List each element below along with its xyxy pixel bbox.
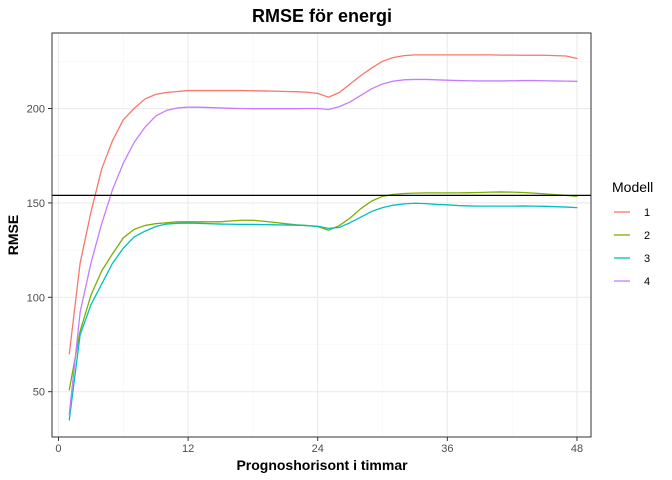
chart-title: RMSE för energi <box>252 6 392 26</box>
x-axis: 0 12 24 36 48 <box>55 437 583 455</box>
x-tick-label: 36 <box>441 443 453 455</box>
y-axis: 50 100 150 200 <box>27 104 52 399</box>
legend-label-4: 4 <box>644 276 650 288</box>
series-line-4 <box>68 78 578 415</box>
y-axis-title: RMSE <box>5 215 21 255</box>
legend-label-2: 2 <box>644 230 650 242</box>
legend-label-3: 3 <box>644 253 650 265</box>
y-tick-label: 100 <box>27 292 45 304</box>
legend-title: Modell <box>612 179 653 195</box>
series-line-3 <box>68 202 578 421</box>
x-tick-label: 0 <box>55 443 61 455</box>
x-tick-label: 12 <box>182 443 194 455</box>
y-tick-label: 150 <box>27 198 45 210</box>
series-line-2 <box>68 191 578 391</box>
y-tick-label: 200 <box>27 104 45 116</box>
panel-border <box>51 32 592 438</box>
series-lines <box>68 54 578 421</box>
x-tick-label: 24 <box>312 443 324 455</box>
legend: Modell 1 2 3 4 <box>612 179 653 288</box>
series-line-1 <box>68 54 578 355</box>
x-tick-label: 48 <box>571 443 583 455</box>
legend-label-1: 1 <box>644 207 650 219</box>
x-axis-title: Prognoshorisont i timmar <box>236 457 408 473</box>
y-tick-label: 50 <box>33 387 45 399</box>
